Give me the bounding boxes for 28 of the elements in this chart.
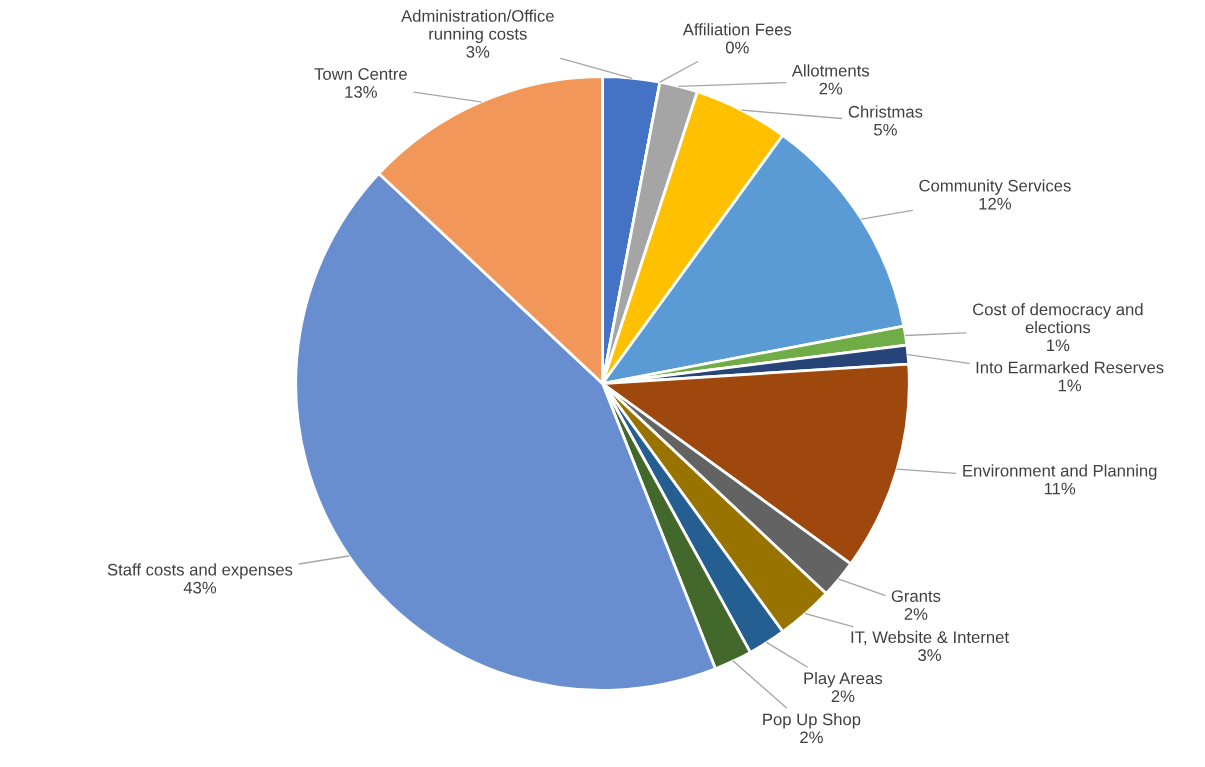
slice-label: Town Centre (314, 68, 407, 80)
data-label: 12% (979, 197, 1012, 210)
data-label: 11% (1044, 482, 1076, 495)
slice-label: Christmas (848, 105, 923, 118)
slice-label: Administration/Office running costs (401, 9, 554, 44)
slice-label: Cost of democracy and elections (973, 303, 1143, 334)
slice-label: Grants (891, 590, 941, 602)
slice-label: Allotments (791, 64, 870, 77)
slice-label: IT, Website & Internet (851, 630, 1009, 646)
data-label: 2% (819, 82, 843, 95)
slice-label: Into Earmarked Reserves (976, 361, 1164, 374)
data-label: 1% (1058, 379, 1082, 392)
slice-label: Environment and Planning (963, 464, 1157, 480)
data-label: 2% (904, 608, 928, 620)
slice-label: Community Services (919, 179, 1071, 195)
text: 0% (725, 41, 749, 54)
data-label: 2% (831, 690, 855, 703)
data-label: 1% (1047, 339, 1070, 352)
slice-label: Pop Up Shop (763, 713, 861, 729)
slice-label: Staff costs and expenses (107, 563, 293, 579)
data-label: 3% (918, 649, 941, 661)
data-label: 5% (874, 123, 897, 136)
slice-label: Play Areas (804, 671, 883, 688)
data-label: 13% (345, 86, 377, 98)
data-label: 3% (466, 45, 490, 58)
data-label: 2% (800, 731, 823, 744)
category-label: Affiliation Fees (682, 23, 792, 36)
data-label: 43% (183, 581, 217, 594)
